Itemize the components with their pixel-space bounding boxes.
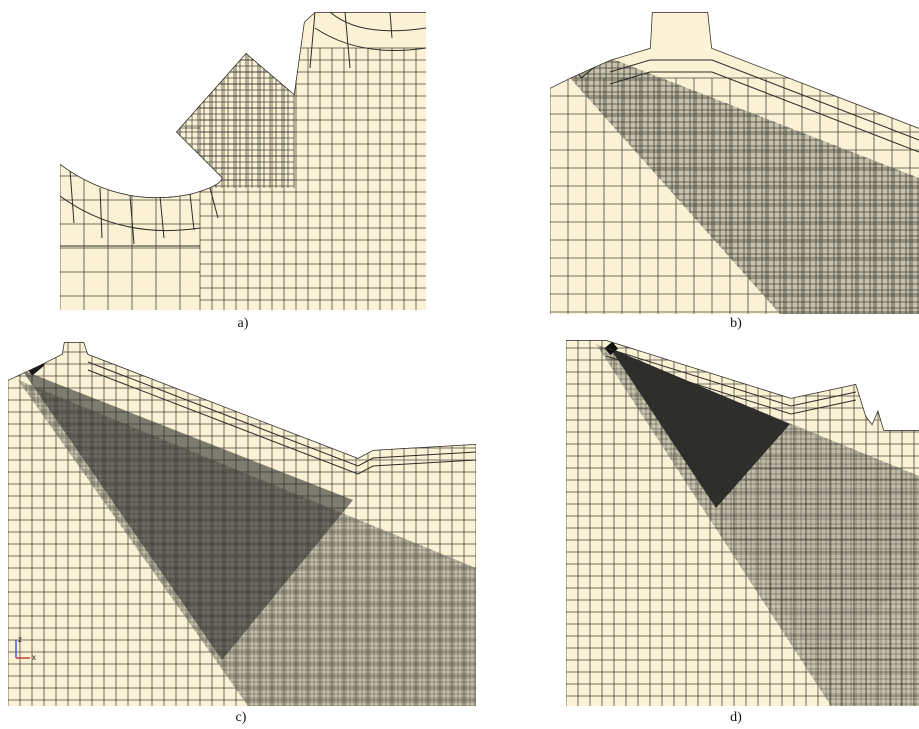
panel-c-mesh: z x bbox=[8, 342, 476, 706]
panel-a-boundary bbox=[60, 12, 426, 199]
panel-b-mesh-body bbox=[550, 12, 919, 314]
panel-b-boundary bbox=[550, 12, 919, 129]
panel-b-surface-layers bbox=[609, 59, 919, 153]
panel-a-grid-fine bbox=[173, 47, 295, 188]
panel-b-mesh bbox=[550, 12, 919, 314]
panel-a-mesh-body bbox=[60, 12, 426, 310]
panel-d-source-block bbox=[604, 341, 619, 356]
panel-b-caption: b) bbox=[730, 316, 742, 331]
panel-a-caption: a) bbox=[237, 316, 249, 331]
panel-d-mesh bbox=[566, 340, 919, 706]
panel-c-mesh-body bbox=[8, 342, 476, 706]
mesh-grid-lines bbox=[550, 77, 919, 314]
panel-d-boundary bbox=[566, 340, 919, 431]
panel-d-lattice-region bbox=[716, 424, 919, 668]
panel-d-surface-layers bbox=[605, 347, 857, 415]
panel-c-surface-layers bbox=[87, 361, 476, 475]
panel-a-radial-lines bbox=[60, 12, 426, 247]
panel-a-mesh bbox=[60, 12, 426, 310]
panel-a-fill bbox=[60, 12, 426, 310]
mesh-grid-lines bbox=[173, 47, 295, 188]
panel-b-grid-coarse bbox=[550, 77, 919, 314]
axis-x-label: x bbox=[32, 653, 36, 662]
panel-d-caption: d) bbox=[730, 710, 742, 725]
panel-c-caption: c) bbox=[235, 710, 247, 725]
panel-d-mesh-body bbox=[566, 340, 919, 706]
axis-z-label: z bbox=[18, 635, 22, 644]
axis-triad: z x bbox=[15, 635, 36, 662]
